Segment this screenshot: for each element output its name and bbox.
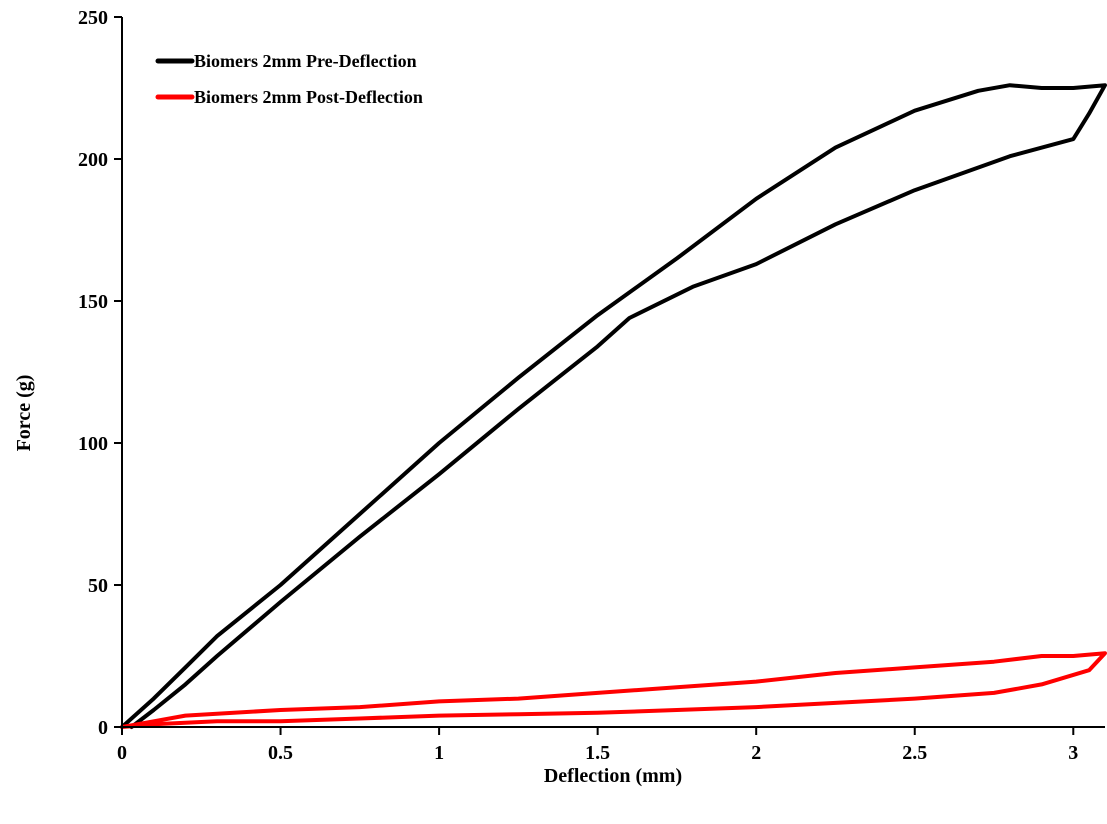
x-tick-label: 0: [117, 742, 127, 764]
y-axis-title: Force (g): [13, 375, 35, 452]
legend: Biomers 2mm Pre-Deflection Biomers 2mm Po…: [155, 51, 423, 107]
plot-lines: [120, 83, 1107, 729]
y-tick-label: 100: [78, 433, 108, 455]
legend-label-2: Biomers 2mm Post-Deflection: [194, 87, 423, 107]
y-tick-label: 150: [78, 291, 108, 313]
x-tick-label: 1: [434, 742, 444, 764]
y-tick-label: 50: [88, 575, 108, 597]
x-tick-label: 2.5: [902, 742, 927, 764]
series-line-1: [120, 83, 1107, 729]
y-tick-label: 250: [78, 7, 108, 29]
y-tick-label: 0: [98, 717, 108, 739]
axes: [121, 17, 1105, 728]
ticks: 0 0.5 1 1.5 2 2.5 3 0 50 100 150 200 250: [78, 7, 1078, 764]
x-tick-label: 2: [751, 742, 761, 764]
x-tick-label: 3: [1068, 742, 1078, 764]
x-axis-title: Deflection (mm): [544, 765, 682, 787]
x-tick-label: 1.5: [585, 742, 610, 764]
x-tick-label: 0.5: [268, 742, 293, 764]
y-tick-label: 200: [78, 149, 108, 171]
legend-label-1: Biomers 2mm Pre-Deflection: [194, 51, 417, 71]
series-line-2: [120, 651, 1107, 729]
